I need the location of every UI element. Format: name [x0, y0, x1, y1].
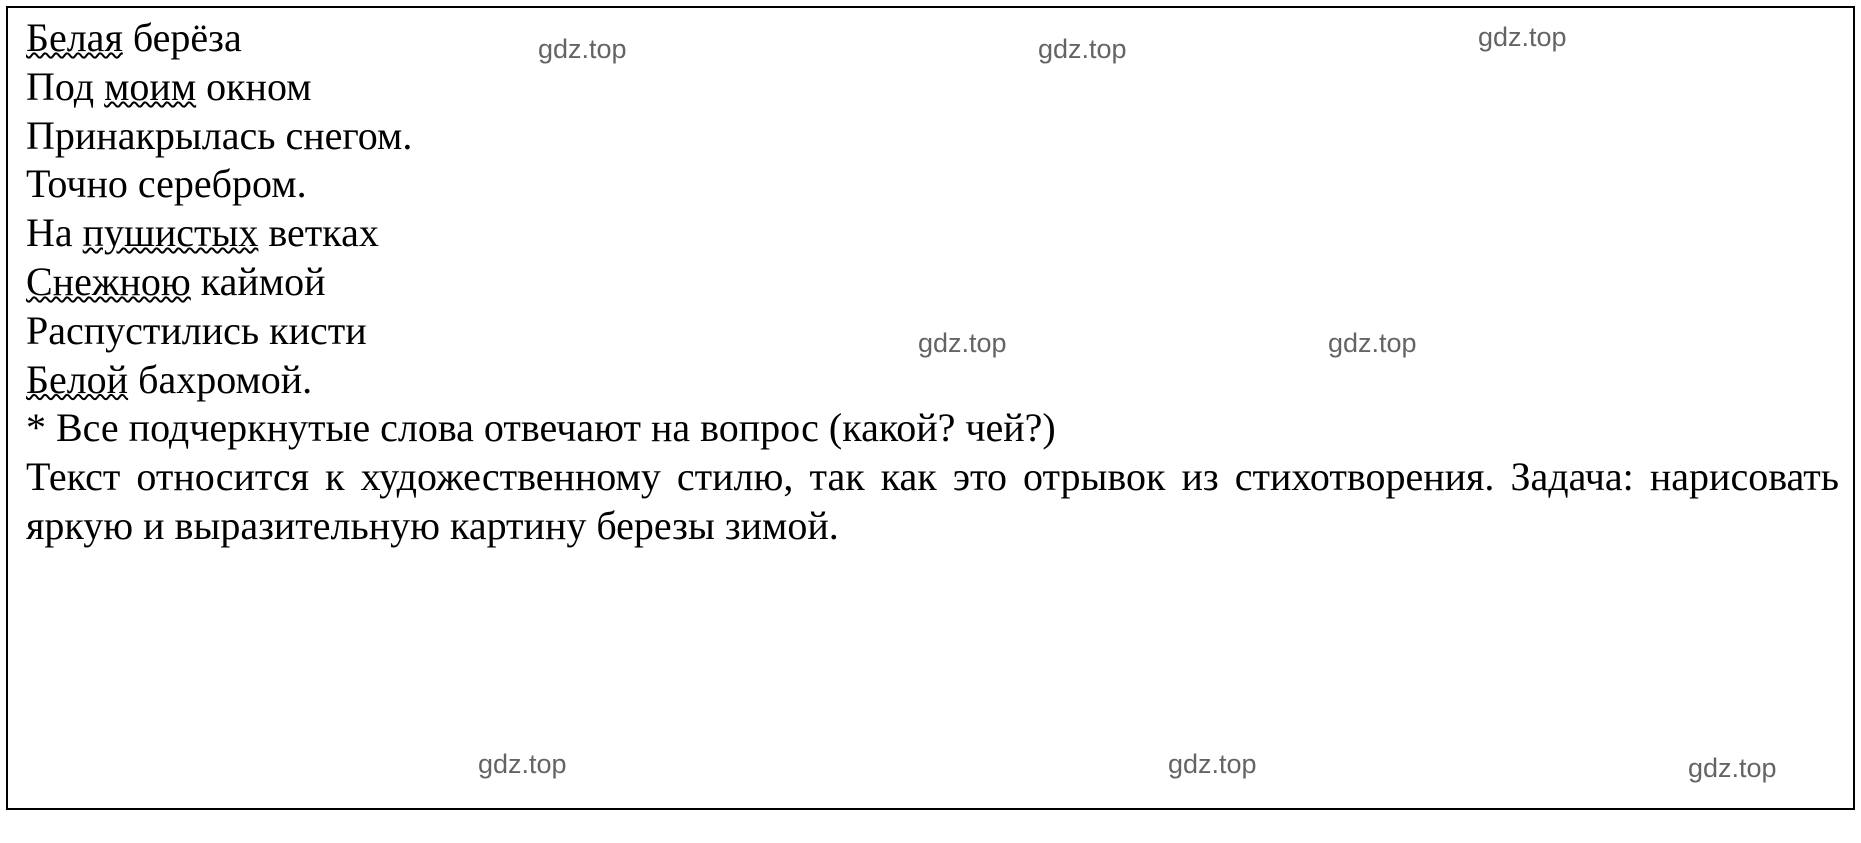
poem-word: окном [196, 64, 311, 109]
watermark-text: gdz.top [918, 328, 1007, 359]
watermark-text: gdz.top [538, 34, 627, 65]
poem-line-8: Белой бахромой. [26, 356, 1839, 405]
poem-line-2: Под моим окном [26, 63, 1839, 112]
poem-word: пушистых [83, 210, 259, 255]
poem-word: каймой [191, 259, 326, 304]
poem-word: моим [104, 64, 196, 109]
poem-word: бахромой. [128, 357, 312, 402]
paragraph: Текст относится к художественному стилю,… [26, 453, 1839, 551]
poem-line-1: Белая берёза [26, 14, 1839, 63]
watermark-text: gdz.top [1688, 753, 1777, 784]
footnote: * Все подчеркнутые слова отвечают на воп… [26, 404, 1839, 453]
watermark-text: gdz.top [478, 749, 567, 780]
poem-word: Белая [26, 15, 123, 60]
poem-word: Белой [26, 357, 128, 402]
poem-line-5: На пушистых ветках [26, 209, 1839, 258]
watermark-text: gdz.top [1478, 22, 1567, 53]
document-frame: Белая берёза Под моим окном Принакрылась… [6, 6, 1855, 810]
watermark-text: gdz.top [1328, 328, 1417, 359]
watermark-text: gdz.top [1038, 34, 1127, 65]
poem-word: Снежною [26, 259, 191, 304]
poem-line-4: Точно серебром. [26, 160, 1839, 209]
poem-line-6: Снежною каймой [26, 258, 1839, 307]
poem-word: Под [26, 64, 104, 109]
poem-word: На [26, 210, 83, 255]
poem-word: ветках [258, 210, 378, 255]
watermark-text: gdz.top [1168, 749, 1257, 780]
poem-word: берёза [123, 15, 242, 60]
poem-line-3: Принакрылась снегом. [26, 112, 1839, 161]
